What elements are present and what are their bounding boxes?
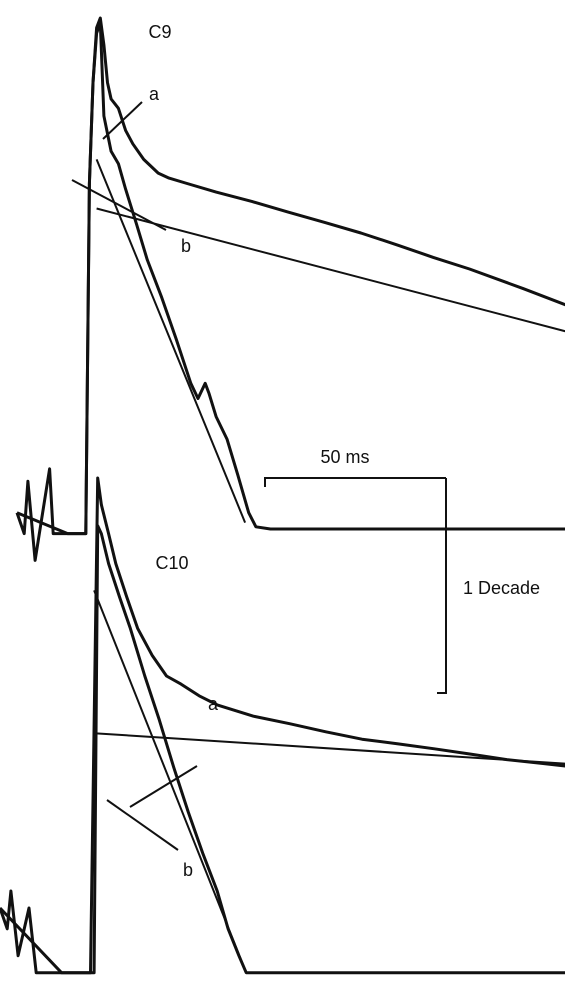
decade-scale-bar [437,478,447,694]
c9-traces [15,16,565,562]
pointer-line-c9-a [102,101,143,140]
c10-traces [0,476,565,975]
time-scale-bar [264,477,446,487]
panel-label-c9: C9 [148,22,171,42]
series-label-c9-a: a [149,84,160,104]
decade-scale-label: 1 Decade [463,578,540,598]
pointer-line-c9-b [71,179,167,231]
series-label-c10-a: a [208,694,219,714]
c10-series-fit-a [94,732,565,765]
c9-series-fit-b [95,159,247,523]
series-label-c9-b: b [181,236,191,256]
c10-series-a [0,476,565,975]
c9-series-fit-a [96,207,565,333]
panel-c10: C10 a b [0,476,565,975]
panel-c9: C9 a b [15,16,565,562]
pointer-line-c10-a [129,765,198,808]
pointer-line-c10-b [106,799,179,851]
panel-label-c10: C10 [155,553,188,573]
scale-bar: 50 ms 1 Decade [264,447,540,694]
time-scale-label: 50 ms [320,447,369,467]
series-label-c10-b: b [183,860,193,880]
c9-series-b [16,21,565,536]
